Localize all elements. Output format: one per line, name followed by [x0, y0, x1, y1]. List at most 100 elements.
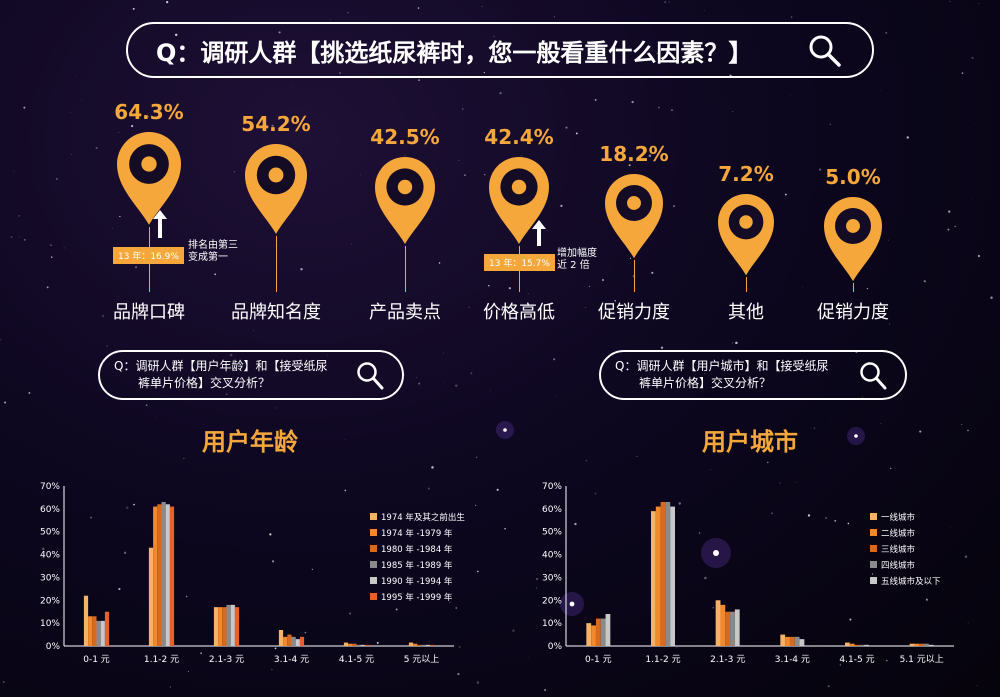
map-pin-icon [718, 194, 774, 276]
star [0, 338, 1, 341]
bar [83, 595, 89, 646]
star [619, 69, 620, 70]
y-tick-label: 50% [542, 528, 562, 538]
legend-swatch [870, 529, 877, 536]
star [704, 576, 707, 580]
star [271, 124, 274, 127]
star [954, 225, 956, 228]
star [588, 285, 590, 287]
star [4, 401, 7, 404]
age-chart-title: 用户年龄 [202, 428, 298, 456]
price-change-note: 增加幅度 近 2 倍 [557, 248, 597, 272]
bar [278, 630, 284, 646]
bar [291, 636, 296, 646]
bar [222, 607, 227, 646]
pin-connector-line [275, 235, 277, 292]
star [871, 573, 874, 575]
star [560, 204, 563, 207]
factor-percent: 7.2% [718, 162, 774, 186]
bar [161, 502, 166, 646]
star [292, 85, 294, 87]
x-tick-label: 5 元以上 [404, 654, 440, 665]
star [839, 664, 841, 666]
y-tick-label: 10% [542, 619, 562, 629]
star [155, 416, 156, 418]
factor-percent: 54.2% [241, 112, 311, 136]
star [971, 56, 974, 59]
star [10, 236, 13, 239]
map-pin-icon [117, 132, 181, 225]
star [271, 668, 273, 671]
bar [715, 600, 721, 646]
bar [96, 620, 101, 646]
star [416, 377, 418, 379]
bar [670, 506, 675, 646]
star [199, 367, 201, 369]
bar [854, 644, 860, 646]
legend-label: 四线城市 [881, 560, 916, 571]
star [977, 254, 980, 257]
y-tick-label: 50% [40, 528, 60, 538]
legend-label: 1985 年 -1989 年 [381, 560, 453, 571]
search-icon [860, 362, 887, 390]
map-pin-icon [245, 144, 307, 234]
star [133, 503, 135, 506]
star [468, 306, 470, 308]
y-tick-label: 40% [40, 551, 60, 561]
star [660, 346, 664, 349]
bar [421, 644, 426, 646]
star [395, 608, 398, 611]
bar [909, 643, 915, 646]
star [455, 384, 458, 387]
star [949, 526, 951, 528]
star [847, 522, 850, 525]
star [671, 109, 673, 111]
star [476, 681, 480, 684]
star [13, 170, 14, 172]
star [544, 689, 546, 691]
pin-connector-line [852, 283, 854, 292]
star [63, 247, 65, 249]
legend-label: 1974 年 -1979 年 [381, 528, 453, 539]
bar [845, 642, 850, 646]
star [990, 296, 993, 299]
main-question-box: Q：调研人群【挑选纸尿裤时，您一般看重什么因素？】 [126, 22, 874, 78]
star [185, 595, 188, 598]
factor-percent: 42.5% [370, 125, 440, 149]
star [2, 681, 5, 683]
star [288, 430, 291, 433]
star [967, 622, 969, 624]
brand-change-line2: 变成第一 [188, 252, 228, 263]
star [818, 168, 822, 171]
bar [230, 604, 235, 646]
bar [660, 502, 666, 646]
star [631, 100, 634, 104]
x-tick-label: 0-1 元 [83, 655, 110, 665]
legend-swatch [370, 577, 377, 584]
star [802, 286, 803, 288]
legend-label: 1990 年 -1994 年 [381, 576, 453, 587]
star [527, 293, 529, 295]
city-question-line1: Q：调研人群【用户城市】和【接受纸尿 [615, 359, 829, 373]
bar [364, 644, 370, 646]
y-tick-label: 20% [40, 596, 60, 606]
star [790, 16, 793, 18]
search-icon [357, 362, 384, 390]
star [56, 178, 58, 180]
star [947, 228, 950, 231]
star [418, 382, 421, 385]
star [247, 336, 249, 337]
legend-swatch [370, 529, 377, 536]
star [880, 89, 882, 91]
bar [356, 644, 361, 646]
star [169, 686, 172, 688]
star [89, 516, 93, 519]
bar [234, 607, 240, 646]
star [438, 51, 442, 54]
star [488, 285, 490, 287]
bar [348, 643, 353, 646]
x-tick-label: 2.1-3 元 [710, 655, 745, 665]
star [964, 555, 968, 558]
star [676, 647, 678, 649]
star [651, 271, 654, 274]
